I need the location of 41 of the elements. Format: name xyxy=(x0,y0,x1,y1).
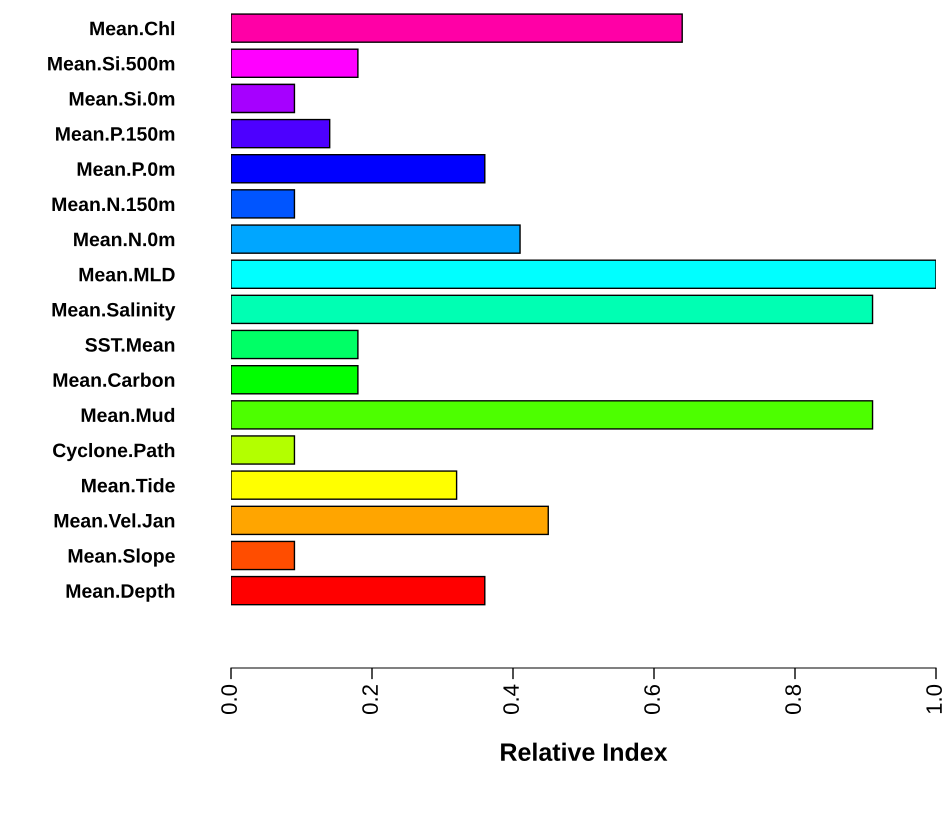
bar xyxy=(231,189,296,219)
x-tick-label: 1.0 xyxy=(926,684,942,714)
x-tick-label: 0.2 xyxy=(362,685,378,714)
x-axis-title: Relative Index xyxy=(501,742,668,761)
bar xyxy=(231,84,296,114)
y-tick-label: Mean.P.150m xyxy=(56,127,174,141)
y-tick-label: Mean.Tide xyxy=(82,478,175,492)
y-tick-label: Mean.Si.0m xyxy=(70,91,174,106)
y-tick-label: Mean.MLD xyxy=(80,268,175,282)
y-tick-label: Mean.N.150m xyxy=(52,197,174,212)
bar xyxy=(231,470,458,500)
bar xyxy=(231,259,936,289)
y-tick-label: Mean.Salinity xyxy=(52,302,176,320)
x-tick-label: 0.0 xyxy=(221,684,237,714)
y-tick-label: Mean.N.0m xyxy=(74,232,174,246)
y-tick-label: Mean.P.0m xyxy=(78,162,174,176)
y-tick-label: Mean.Vel.Jan xyxy=(54,513,174,528)
bar xyxy=(231,48,359,78)
bar xyxy=(231,154,486,184)
y-tick-label: Mean.Slope xyxy=(68,548,175,567)
y-tick-label: Mean.Chl xyxy=(90,21,174,36)
bar xyxy=(231,435,296,465)
y-tick-label: Cyclone.Path xyxy=(53,442,174,462)
y-tick-label: Mean.Depth xyxy=(66,584,174,602)
bar xyxy=(231,330,359,360)
bar xyxy=(231,540,296,570)
bar xyxy=(231,400,874,430)
bar xyxy=(231,224,521,254)
y-tick-label: Mean.Mud xyxy=(82,408,174,422)
bar xyxy=(231,294,874,324)
y-tick-label: SST.Mean xyxy=(85,338,174,352)
bar xyxy=(231,13,683,43)
bar xyxy=(231,364,359,394)
y-tick-label: Mean.Carbon xyxy=(54,372,174,387)
y-tick-label: Mean.Si.500m xyxy=(48,56,174,71)
bar xyxy=(231,506,549,536)
x-tick-label: 0.6 xyxy=(644,684,660,714)
x-tick-label: 0.4 xyxy=(503,684,519,714)
bar xyxy=(231,118,330,148)
bar xyxy=(231,576,486,606)
x-tick-label: 0.8 xyxy=(785,684,801,714)
